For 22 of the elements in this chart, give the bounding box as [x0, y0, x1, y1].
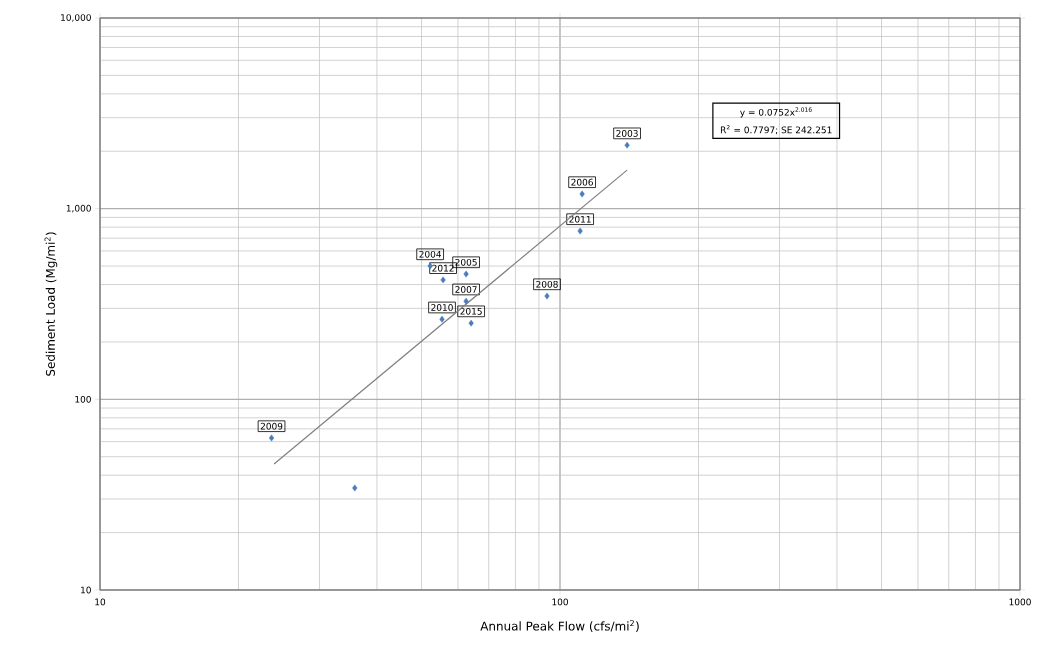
y-axis-title: Sediment Load (Mg/mi$^{2}$)	[44, 232, 58, 376]
annotation: 2012	[432, 264, 454, 272]
y-tick-label: 1,000	[66, 204, 91, 213]
annotation: 2003	[616, 129, 638, 137]
x-tick-label: 1000	[1009, 598, 1031, 606]
annotation: 2006	[571, 178, 593, 186]
x-axis-title: Annual Peak Flow (cfs/mi$^{2}$)	[480, 620, 639, 632]
annotation: 2009	[260, 422, 283, 430]
annotation: 2015	[460, 307, 482, 315]
x-tick-label: 100	[552, 598, 568, 606]
annotation: 2004	[419, 250, 442, 258]
y-tick-label: 10,000	[61, 14, 91, 22]
annotation: 2008	[536, 280, 558, 288]
annotation: 2007	[455, 286, 477, 293]
annotation: 2010	[431, 304, 453, 311]
x-tick-label: 10	[95, 598, 106, 606]
annotation: 2005	[455, 258, 477, 266]
annotation: 2011	[569, 215, 591, 223]
annotation: y = 0.0752x$^{2.016}$	[740, 107, 812, 118]
y-tick-label: 100	[75, 395, 91, 403]
annotation: R$^{2}$ = 0.7797; SE 242.251	[720, 124, 832, 135]
y-tick-label: 10	[81, 586, 91, 594]
